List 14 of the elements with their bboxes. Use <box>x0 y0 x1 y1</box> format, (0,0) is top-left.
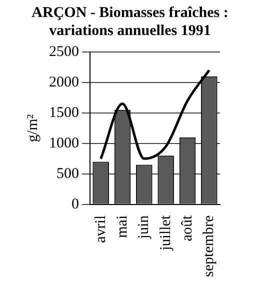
x-tick-label: juin <box>136 214 152 240</box>
y-tick-label: 2000 <box>49 74 79 90</box>
y-tick-label: 1500 <box>49 104 79 121</box>
x-tick-label: juillet <box>158 214 174 252</box>
x-tick-label: septembre <box>201 215 218 277</box>
x-tick-label: mai <box>114 215 130 238</box>
x-tick-label: août <box>179 214 196 242</box>
y-tick-label: 1000 <box>49 135 79 152</box>
x-tick-label: avril <box>92 215 109 243</box>
y-tick-label: 500 <box>56 166 79 182</box>
y-tick-label: 0 <box>72 196 79 212</box>
y-tick-label: 2500 <box>49 44 79 60</box>
y-axis-title: g/m² <box>24 114 41 142</box>
chart-title: ARÇON - Biomasses fraîches : variations annuelles 1991 <box>30 4 230 40</box>
